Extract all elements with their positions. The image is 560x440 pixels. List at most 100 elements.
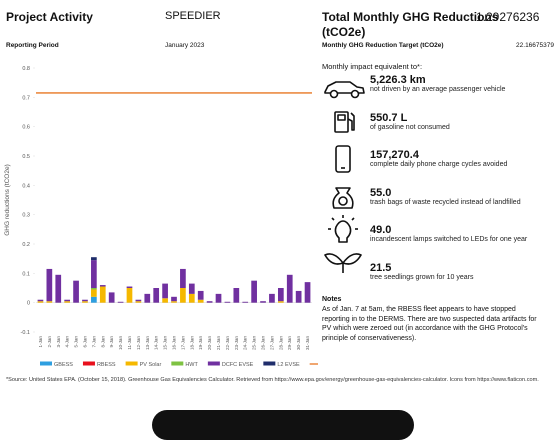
legend-label: GBESS	[54, 362, 73, 368]
bar-segment	[46, 268, 53, 302]
bar-segment	[162, 298, 168, 303]
bar-segment	[215, 293, 222, 303]
x-tick-label: 15-Jan	[163, 336, 168, 350]
equivalent-item: 5,226.3 km not driven by an average passe…	[370, 74, 555, 112]
bar-segment	[251, 280, 257, 303]
x-tick-label: 11-Jan	[127, 336, 132, 350]
bar-segment	[206, 301, 213, 303]
target-value: 22.16675379	[516, 42, 554, 49]
bar-segment	[82, 299, 88, 302]
legend-swatch	[40, 361, 52, 366]
y-tick-label: 0.5	[22, 154, 30, 160]
y-tick-label: 0.2	[22, 242, 30, 248]
equivalent-value: 55.0	[370, 186, 392, 199]
equivalent-item: 157,270.4 complete daily phone charge cyc…	[370, 149, 555, 187]
x-tick-label: 26-Jan	[261, 336, 266, 350]
x-tick-label: 1-Jan	[38, 336, 43, 348]
x-tick-label: 9-Jan	[109, 336, 114, 348]
x-tick-label: 28-Jan	[278, 336, 283, 350]
bar-segment	[46, 301, 53, 303]
legend-label: L2 EVSE	[277, 362, 300, 368]
equivalent-description: incandescent lamps switched to LEDs for …	[370, 236, 528, 243]
reporting-value: January 2023	[165, 42, 205, 49]
x-tick-label: 6-Jan	[82, 336, 87, 348]
y-tick-label: 0	[27, 301, 30, 307]
y-tick-label: 0.8	[22, 66, 30, 72]
legend-swatch	[207, 361, 220, 366]
target-label: Monthly GHG Reduction Target (tCO2e)	[322, 42, 444, 49]
x-tick-label: 23-Jan	[234, 336, 239, 350]
page-title: Project Activity	[6, 10, 93, 24]
legend-swatch	[125, 361, 138, 366]
equivalent-description: not driven by an average passenger vehic…	[370, 86, 506, 93]
bar-segment	[197, 299, 204, 303]
equivalent-value: 49.0	[370, 224, 392, 236]
x-tick-label: 31-Jan	[305, 336, 310, 350]
equivalent-value: 157,270.4	[370, 149, 419, 161]
x-tick-label: 5-Jan	[74, 336, 79, 348]
equivalent-description: complete daily phone charge cycles avoid…	[370, 161, 508, 168]
equivalent-description: of gasoline not consumed	[370, 123, 450, 131]
bar-segment	[99, 285, 106, 287]
legend-swatch	[171, 361, 184, 366]
equivalent-item: 49.0 incandescent lamps switched to LEDs …	[370, 224, 555, 262]
bar-segment	[91, 260, 97, 288]
x-tick-label: 3-Jan	[56, 336, 61, 348]
equivalents-intro: Monthly impact equivalent to*:	[322, 62, 423, 71]
legend-label: HWT	[185, 362, 198, 368]
bar-segment	[55, 274, 62, 303]
x-tick-label: 8-Jan	[100, 336, 105, 348]
bar-segment	[91, 296, 97, 303]
bar-segment	[91, 289, 97, 297]
bar-segment	[304, 282, 311, 303]
bar-segment	[197, 290, 204, 300]
notes-text: As of Jan. 7 at 5am, the RBESS fleet app…	[322, 306, 537, 342]
action-button[interactable]	[152, 410, 414, 440]
equivalent-item: 21.5 tree seedlings grown for 10 years	[370, 262, 555, 300]
summary-title: Total Monthly GHG Reductions (tCO2e)	[322, 10, 499, 39]
legend-label: DCFC EVSE	[222, 362, 254, 368]
x-tick-label: 13-Jan	[145, 336, 150, 350]
equivalent-value: 5,226.3 km	[370, 74, 426, 86]
equivalents-list: 5,226.3 km not driven by an average passe…	[370, 74, 555, 299]
x-tick-label: 7-Jan	[91, 336, 96, 348]
bar-segment	[64, 299, 71, 302]
x-tick-label: 27-Jan	[269, 336, 274, 350]
reporting-label: Reporting Period	[6, 42, 59, 49]
x-tick-label: 16-Jan	[172, 336, 177, 350]
x-tick-label: 2-Jan	[47, 336, 52, 348]
bar-segment	[286, 274, 293, 303]
page: {"header": {"title": "Project Activity",…	[4, 10, 555, 440]
bar-segment	[82, 301, 88, 303]
bar-segment	[37, 301, 44, 303]
x-tick-label: 17-Jan	[180, 336, 185, 350]
bar-segment	[126, 286, 133, 288]
bar-segment	[126, 288, 133, 303]
bar-segment	[73, 280, 79, 303]
x-tick-label: 24-Jan	[243, 336, 248, 350]
bar-segment	[180, 288, 186, 303]
bar-segment	[135, 301, 142, 303]
bar-segment	[295, 290, 302, 303]
bar-segment	[117, 301, 124, 303]
legend-label: PV Solar	[140, 362, 162, 368]
bar-segment	[180, 268, 186, 288]
source-footnote: *Source: United States EPA. (October 15,…	[6, 377, 539, 383]
x-tick-label: 22-Jan	[225, 336, 230, 350]
bar-segment	[108, 292, 115, 303]
bar-segment	[224, 301, 231, 303]
x-tick-label: 25-Jan	[252, 336, 257, 350]
y-tick-label: 0.3	[22, 213, 30, 219]
legend-swatch	[82, 361, 95, 366]
x-tick-label: 14-Jan	[154, 336, 159, 350]
icons	[324, 81, 365, 273]
bar-segment	[260, 301, 266, 303]
bar-segment	[233, 288, 240, 303]
x-tick-label: 21-Jan	[216, 336, 221, 350]
x-tick-label: 19-Jan	[198, 336, 203, 350]
y-tick-label: 0.6	[22, 125, 30, 131]
x-tick-label: 30-Jan	[296, 336, 301, 350]
bar-segment	[91, 288, 97, 290]
bar-segment	[144, 293, 151, 303]
